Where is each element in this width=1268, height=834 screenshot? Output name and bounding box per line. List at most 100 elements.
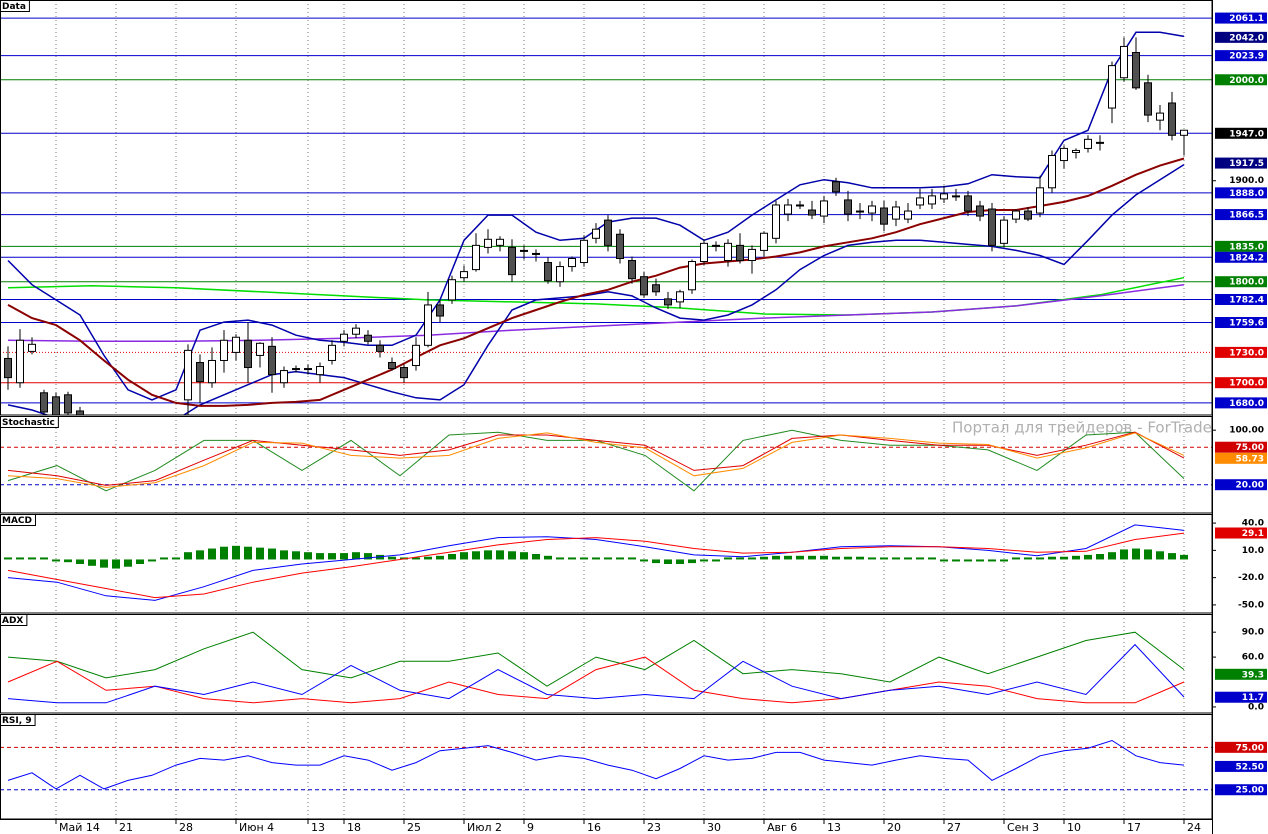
- histogram-bar: [40, 557, 48, 560]
- histogram-bar: [760, 556, 768, 560]
- candle-body: [736, 244, 744, 262]
- candle-body: [904, 210, 912, 220]
- histogram-bar: [832, 556, 840, 560]
- y-tick-label: 40.0: [1242, 519, 1264, 529]
- candle-body: [532, 252, 540, 255]
- panel: [0, 714, 1212, 819]
- histogram-bar: [100, 559, 108, 568]
- candle-body: [844, 199, 852, 215]
- candle-body: [316, 366, 324, 376]
- histogram-bar: [916, 557, 924, 560]
- histogram-bar: [1072, 555, 1080, 560]
- candle-body: [1036, 187, 1044, 214]
- histogram-bar: [868, 557, 876, 560]
- candle-body: [496, 238, 504, 246]
- candle-body: [448, 279, 456, 301]
- candle-body: [244, 339, 252, 369]
- candle-body: [592, 228, 600, 239]
- level-label-box: [1215, 784, 1267, 796]
- candle-body: [1000, 219, 1008, 244]
- level-label: 1835.0: [1229, 242, 1264, 252]
- candle-body: [460, 271, 468, 279]
- histogram-bar: [736, 557, 744, 560]
- histogram-bar: [628, 557, 636, 560]
- level-label-box: [1215, 276, 1267, 288]
- candle-body: [784, 204, 792, 215]
- candle-body: [424, 304, 432, 346]
- indicator-line: [7, 656, 1185, 704]
- histogram-bar: [1000, 559, 1008, 562]
- candle-body: [52, 396, 60, 415]
- histogram-bar: [952, 559, 960, 562]
- histogram-bar: [676, 559, 684, 564]
- candle-body: [280, 370, 288, 384]
- candle-body: [1108, 65, 1116, 109]
- x-tick-label: 25: [407, 821, 421, 834]
- histogram-bar: [856, 556, 864, 560]
- histogram-bar: [220, 546, 228, 560]
- level-label-box: [1215, 668, 1267, 680]
- histogram-bar: [244, 546, 252, 560]
- candle-body: [304, 368, 312, 371]
- histogram-bar: [568, 557, 576, 560]
- level-label: 1824.2: [1229, 253, 1264, 263]
- histogram-bar: [976, 559, 984, 562]
- candle-body: [232, 336, 240, 353]
- candle-body: [796, 204, 804, 207]
- histogram-bar: [16, 557, 24, 560]
- histogram-bar: [544, 555, 552, 560]
- candle-body: [472, 244, 480, 271]
- x-tick-label: 10: [1067, 821, 1081, 834]
- candle-body: [700, 242, 708, 263]
- indicator-line: [7, 524, 1185, 601]
- candle-body: [916, 197, 924, 206]
- histogram-bar: [88, 559, 96, 566]
- x-tick-label: 30: [707, 821, 721, 834]
- candle-body: [196, 361, 204, 383]
- histogram-bar: [1144, 549, 1152, 560]
- watermark: Портал для трейдеров - ForTrader: [952, 419, 1219, 437]
- histogram-bar: [1168, 553, 1176, 560]
- histogram-bar: [724, 557, 732, 560]
- indicator-line: [7, 643, 1185, 704]
- level-label: 75.00: [1236, 443, 1264, 453]
- histogram-bar: [316, 553, 324, 560]
- level-label-box: [1215, 741, 1267, 753]
- level-label-box: [1215, 377, 1267, 389]
- panel-title-box: [0, 0, 30, 12]
- candle-body: [724, 242, 732, 262]
- level-label: 1888.0: [1229, 189, 1264, 199]
- candle-body: [688, 261, 696, 291]
- level-label: 2023.9: [1229, 52, 1264, 62]
- histogram-bar: [808, 555, 816, 560]
- histogram-bar: [820, 555, 828, 560]
- x-tick-label: 21: [119, 821, 133, 834]
- candle-body: [940, 193, 948, 200]
- histogram-bar: [964, 559, 972, 562]
- histogram-bar: [640, 559, 648, 562]
- candle-body: [880, 207, 888, 225]
- level-label-box: [1215, 397, 1267, 409]
- level-label-box: [1215, 12, 1267, 24]
- candle-body: [1144, 82, 1152, 116]
- candle-body: [292, 368, 300, 371]
- indicator-line: [7, 163, 1185, 415]
- panel-title-box: [0, 614, 28, 626]
- level-label-box: [1215, 760, 1267, 772]
- level-label-box: [1215, 209, 1267, 221]
- histogram-bar: [280, 550, 288, 560]
- histogram-bar: [112, 559, 120, 569]
- histogram-bar: [136, 559, 144, 564]
- candle-body: [1072, 149, 1080, 153]
- histogram-bar: [256, 547, 264, 560]
- histogram-bar: [208, 548, 216, 560]
- histogram-bar: [472, 551, 480, 560]
- candle-body: [4, 357, 12, 379]
- histogram-bar: [796, 555, 804, 560]
- histogram-bar: [1096, 554, 1104, 560]
- candle-body: [1132, 52, 1140, 89]
- x-tick-label: 23: [647, 821, 661, 834]
- candle-body: [820, 200, 828, 217]
- candle-body: [364, 334, 372, 342]
